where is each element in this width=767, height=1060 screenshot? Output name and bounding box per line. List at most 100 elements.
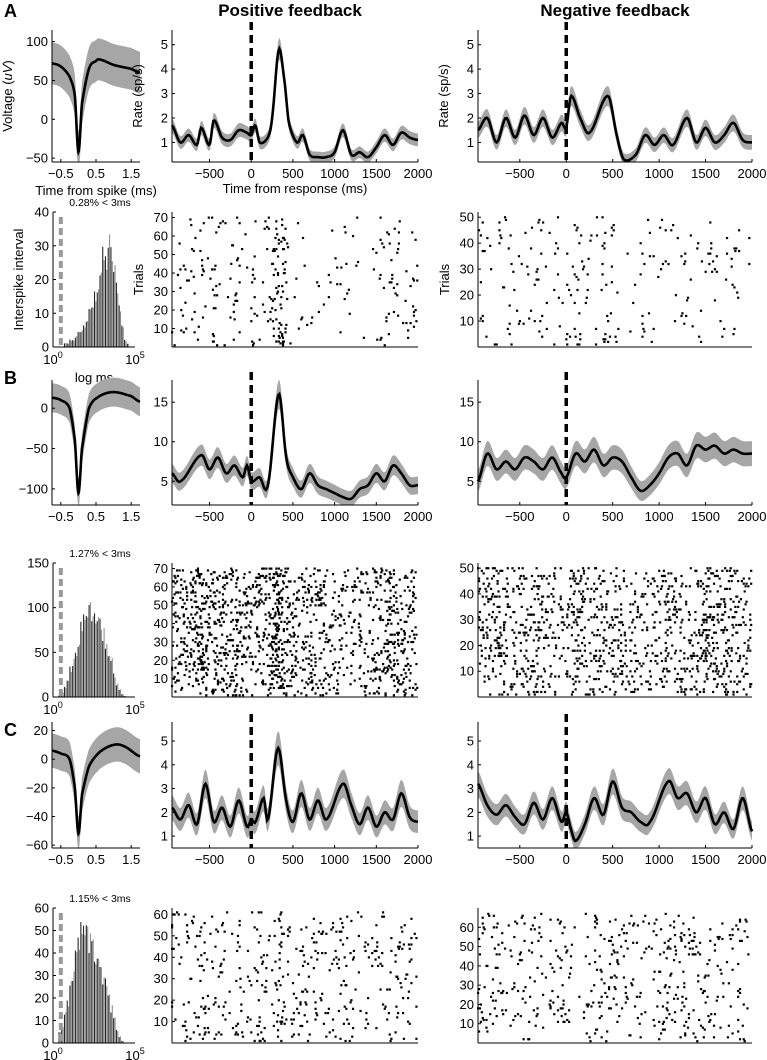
raster-spike bbox=[670, 657, 673, 660]
raster-spike bbox=[176, 672, 180, 675]
raster-spike bbox=[211, 692, 215, 695]
raster-spike bbox=[402, 629, 406, 633]
raster-spike bbox=[193, 310, 196, 314]
raster-spike bbox=[748, 262, 751, 266]
a-psth-positive-y-tick-label: 5 bbox=[161, 37, 168, 52]
mean-line bbox=[171, 745, 419, 829]
raster-spike bbox=[512, 270, 515, 273]
raster-spike bbox=[566, 672, 569, 676]
b-raster-positive-y-tick-label: 10 bbox=[154, 671, 168, 686]
raster-spike bbox=[275, 318, 278, 321]
raster-spike bbox=[600, 1001, 603, 1004]
raster-spike bbox=[275, 571, 278, 574]
raster-spike bbox=[582, 569, 586, 572]
raster-spike bbox=[606, 314, 609, 318]
raster-spike bbox=[692, 916, 695, 919]
raster-spike bbox=[224, 576, 227, 579]
raster-spike bbox=[687, 941, 691, 944]
raster-spike bbox=[572, 592, 575, 596]
raster-spike bbox=[391, 277, 394, 280]
raster-spike bbox=[520, 916, 523, 919]
raster-spike bbox=[280, 620, 283, 623]
raster-spike bbox=[727, 616, 730, 619]
raster-spike bbox=[264, 628, 267, 631]
raster-spike bbox=[240, 626, 243, 629]
title-negative-feedback: Negative feedback bbox=[540, 1, 690, 20]
raster-spike bbox=[326, 1012, 330, 1015]
raster-spike bbox=[231, 574, 235, 578]
raster-spike bbox=[664, 641, 667, 645]
raster-spike bbox=[536, 1007, 539, 1010]
raster-spike bbox=[493, 343, 496, 346]
raster-spike bbox=[396, 607, 399, 611]
raster-spike bbox=[488, 677, 491, 681]
raster-spike bbox=[667, 618, 670, 621]
raster-spike bbox=[257, 604, 260, 607]
raster-spike bbox=[622, 924, 626, 927]
raster-spike bbox=[674, 949, 678, 952]
raster-spike bbox=[554, 567, 557, 570]
raster-spike bbox=[699, 580, 703, 583]
raster-spike bbox=[747, 585, 750, 588]
raster-spike bbox=[304, 635, 307, 638]
raster-spike bbox=[386, 622, 390, 625]
raster-spike bbox=[311, 668, 315, 671]
raster-spike bbox=[251, 661, 255, 664]
raster-spike bbox=[278, 336, 281, 339]
raster-spike bbox=[557, 636, 561, 639]
raster-spike bbox=[311, 681, 314, 684]
raster-spike bbox=[250, 668, 253, 671]
raster-spike bbox=[725, 665, 729, 668]
raster-spike bbox=[520, 959, 523, 962]
raster-spike bbox=[266, 320, 270, 323]
raster-spike bbox=[533, 580, 536, 583]
b-raster-positive-y-tick-label: 30 bbox=[154, 634, 168, 649]
raster-spike bbox=[749, 636, 752, 639]
raster-spike bbox=[707, 641, 710, 645]
raster-spike bbox=[549, 623, 552, 627]
raster-spike bbox=[486, 236, 489, 240]
raster-spike bbox=[322, 585, 325, 589]
raster-spike bbox=[254, 655, 257, 658]
isi-bar bbox=[118, 1037, 120, 1043]
raster-spike bbox=[279, 303, 282, 306]
raster-spike bbox=[657, 590, 660, 593]
raster-spike bbox=[733, 616, 736, 619]
raster-spike bbox=[189, 582, 192, 585]
raster-spike bbox=[414, 238, 417, 241]
raster-spike bbox=[708, 605, 711, 609]
raster-spike bbox=[386, 578, 390, 581]
raster-spike bbox=[286, 297, 289, 301]
raster-spike bbox=[724, 690, 727, 694]
raster-spike bbox=[261, 574, 265, 578]
raster-spike bbox=[208, 617, 211, 620]
raster-spike bbox=[410, 958, 413, 961]
raster-spike bbox=[633, 644, 637, 647]
raster-spike bbox=[689, 567, 692, 570]
raster-spike bbox=[557, 603, 561, 606]
raster-spike bbox=[572, 613, 575, 616]
raster-spike bbox=[632, 941, 635, 944]
raster-spike bbox=[533, 320, 536, 323]
raster-spike bbox=[306, 611, 309, 614]
raster-spike bbox=[236, 578, 239, 581]
raster-spike bbox=[238, 924, 241, 927]
raster-spike bbox=[194, 595, 197, 598]
c-isi-y-tick-label: 30 bbox=[35, 968, 49, 983]
raster-spike bbox=[594, 613, 597, 616]
c-psth-negative-x-tick-label: 1000 bbox=[645, 852, 674, 867]
raster-spike bbox=[610, 616, 613, 619]
raster-spike bbox=[674, 953, 678, 956]
raster-spike bbox=[283, 672, 286, 675]
raster-spike bbox=[600, 995, 603, 998]
raster-spike bbox=[620, 1007, 624, 1010]
raster-spike bbox=[247, 602, 250, 605]
raster-spike bbox=[186, 626, 189, 629]
raster-spike bbox=[274, 268, 277, 271]
raster-spike bbox=[541, 335, 544, 338]
raster-spike bbox=[586, 935, 589, 939]
raster-spike bbox=[503, 216, 507, 219]
raster-spike bbox=[582, 636, 586, 639]
raster-spike bbox=[604, 338, 607, 341]
raster-spike bbox=[678, 961, 681, 964]
